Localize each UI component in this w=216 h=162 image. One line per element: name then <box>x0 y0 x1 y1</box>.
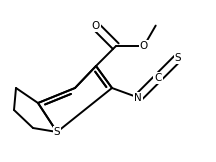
Text: N: N <box>134 93 142 103</box>
Text: O: O <box>140 41 148 51</box>
Text: O: O <box>92 21 100 31</box>
Text: S: S <box>175 53 181 63</box>
Text: S: S <box>54 127 60 137</box>
Text: C: C <box>154 73 162 83</box>
